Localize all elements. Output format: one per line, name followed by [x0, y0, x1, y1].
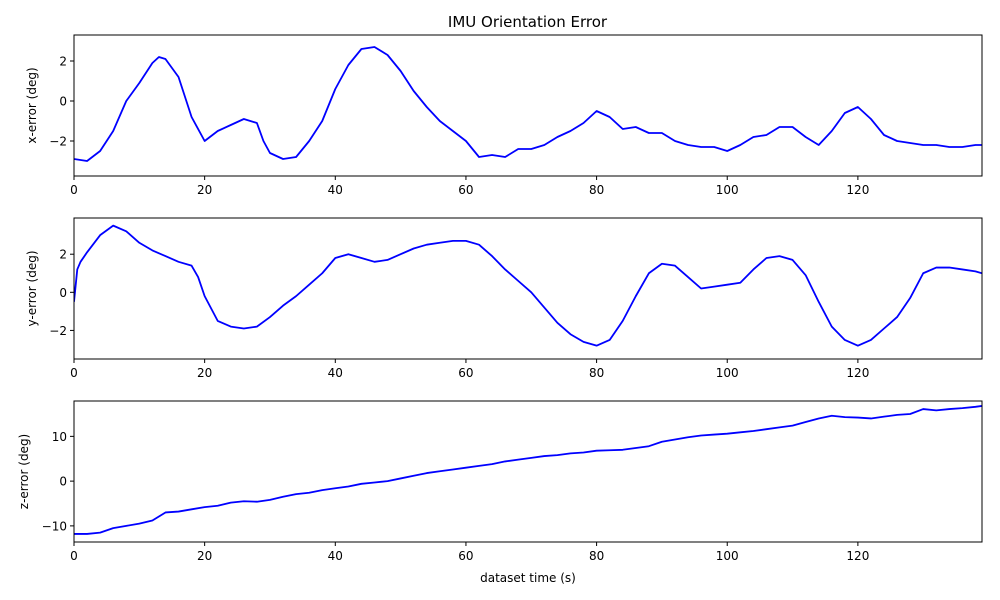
x-error-x-tick-label: 20	[197, 183, 212, 197]
x-error-y-tick-label: 0	[59, 95, 67, 109]
z-error-axes-frame	[73, 400, 983, 543]
z-error-x-tick-label: 40	[328, 549, 343, 563]
chart-title: IMU Orientation Error	[448, 13, 608, 31]
y-error-x-tick-label: 80	[589, 366, 604, 380]
x-error-y-tick-label: −2	[49, 135, 67, 149]
x-error-x-tick-label: 80	[589, 183, 604, 197]
y-error-panel: 0 20 40 60 80 100 120 −2 0 2 y-error (deg)	[25, 217, 983, 380]
y-error-series-line	[74, 224, 982, 347]
z-error-x-tick-label: 100	[716, 549, 739, 563]
z-error-x-tick-label: 20	[197, 549, 212, 563]
z-error-x-tick-label: 120	[846, 549, 869, 563]
x-error-x-tick-label: 100	[716, 183, 739, 197]
y-error-y-tick-label: 0	[59, 286, 67, 300]
z-error-series-line	[74, 405, 982, 535]
y-error-x-tick-label: 20	[197, 366, 212, 380]
y-error-y-tick-label: −2	[49, 324, 67, 338]
x-error-x-tick-label: 0	[70, 183, 78, 197]
y-error-x-tick-label: 0	[70, 366, 78, 380]
y-error-x-tick-label: 100	[716, 366, 739, 380]
z-error-y-tick-label: −10	[42, 519, 67, 533]
x-error-panel: 0 20 40 60 80 100 120 −2 0 2 x-error (deg)	[25, 34, 983, 197]
y-error-y-tick-label: 2	[59, 248, 67, 262]
x-error-y-tick-label: 2	[59, 55, 67, 69]
y-error-y-axis-label: y-error (deg)	[25, 250, 39, 326]
z-error-x-axis-label: dataset time (s)	[480, 571, 576, 585]
z-error-y-tick-label: 10	[52, 430, 67, 444]
x-error-x-tick-label: 40	[328, 183, 343, 197]
z-error-panel: 0 20 40 60 80 100 120 −10 0 10 z-error (deg) datase…	[17, 400, 983, 585]
z-error-x-tick-label: 80	[589, 549, 604, 563]
z-error-y-axis-label: z-error (deg)	[17, 434, 31, 509]
x-error-x-tick-label: 120	[846, 183, 869, 197]
x-error-axes-frame	[73, 34, 983, 177]
y-error-axes-frame	[73, 217, 983, 360]
y-error-x-tick-label: 60	[458, 366, 473, 380]
y-error-x-tick-label: 120	[846, 366, 869, 380]
z-error-x-tick-label: 60	[458, 549, 473, 563]
y-error-x-tick-label: 40	[328, 366, 343, 380]
x-error-y-axis-label: x-error (deg)	[25, 67, 39, 143]
z-error-x-tick-label: 0	[70, 549, 78, 563]
x-error-series-line	[74, 46, 982, 162]
z-error-y-tick-label: 0	[59, 475, 67, 489]
x-error-x-tick-label: 60	[458, 183, 473, 197]
